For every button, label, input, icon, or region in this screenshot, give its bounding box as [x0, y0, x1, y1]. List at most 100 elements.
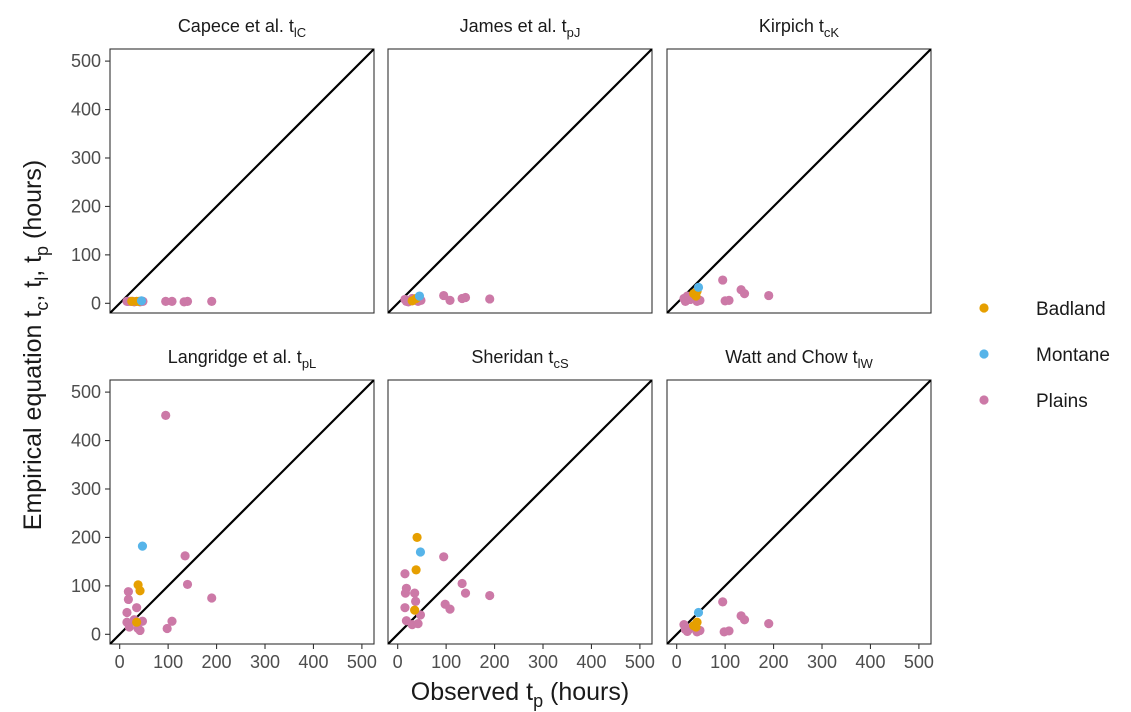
- x-tick-label: 0: [672, 652, 682, 672]
- x-tick-label: 500: [625, 652, 655, 672]
- data-point-plains: [411, 596, 421, 606]
- data-point-plains: [123, 594, 134, 605]
- x-tick-label: 100: [431, 652, 461, 672]
- data-point-montane: [693, 607, 704, 618]
- data-point-plains: [460, 588, 471, 598]
- y-tick-label: 400: [71, 100, 101, 120]
- data-point-badland: [132, 617, 142, 627]
- data-point-plains: [162, 623, 172, 634]
- data-point-plains: [124, 622, 134, 632]
- x-tick-label: 300: [250, 652, 280, 672]
- data-point-plains: [410, 588, 420, 598]
- data-point-plains: [132, 603, 142, 613]
- y-axis-title-subscript: l: [32, 277, 52, 281]
- data-point-plains: [485, 294, 495, 304]
- x-tick-label: 400: [855, 652, 885, 672]
- data-point-plains: [135, 625, 145, 636]
- data-point-plains: [207, 296, 217, 306]
- x-tick-label: 0: [393, 652, 403, 672]
- data-point-plains: [445, 295, 455, 306]
- y-axis-title-text: Empirical equation t: [19, 311, 47, 531]
- data-point-plains: [207, 593, 217, 603]
- y-axis-title-subscript: c: [32, 302, 52, 311]
- y-tick-label: 500: [71, 51, 101, 71]
- data-point-plains: [122, 607, 132, 618]
- y-axis-title: Empirical equation tc, tl, tp (hours): [19, 160, 52, 530]
- panel-title: Langridge et al. tpL: [168, 347, 317, 371]
- one-to-one-line: [110, 49, 374, 313]
- data-point-plains: [460, 292, 471, 303]
- panel: James et al. tpJ: [387, 16, 653, 314]
- panel-title-text: Langridge et al. t: [168, 347, 302, 367]
- data-point-plains: [724, 626, 734, 636]
- panel-title-subscript: lC: [294, 25, 306, 40]
- x-tick-label: 300: [528, 652, 558, 672]
- data-point-plains: [182, 296, 193, 306]
- panel-title: Kirpich tcK: [759, 16, 840, 40]
- data-point-montane: [415, 547, 426, 557]
- y-tick-label: 100: [71, 245, 101, 265]
- data-point-plains: [718, 275, 728, 285]
- x-tick-label: 500: [347, 652, 377, 672]
- y-tick-label: 200: [71, 196, 101, 216]
- data-point-plains: [739, 289, 750, 299]
- panel-title: Sheridan tcS: [471, 347, 569, 371]
- x-axis-title: Observed tp (hours): [411, 678, 629, 711]
- data-point-montane: [693, 282, 704, 292]
- one-to-one-line: [667, 49, 931, 313]
- one-to-one-line: [667, 380, 931, 644]
- data-point-plains: [400, 603, 410, 613]
- x-tick-label: 100: [153, 652, 183, 672]
- panel-title-text: Kirpich t: [759, 16, 824, 36]
- data-point-plains: [439, 552, 449, 562]
- legend-swatch: [979, 349, 989, 359]
- y-axis-title-text: , t: [19, 256, 47, 277]
- data-point-montane: [136, 296, 147, 306]
- panel-title-subscript: pJ: [567, 25, 581, 40]
- data-point-badland: [410, 605, 420, 615]
- y-axis-title-text: (hours): [19, 160, 47, 246]
- one-to-one-line: [388, 49, 652, 313]
- data-point-badland: [412, 532, 422, 543]
- data-point-badland: [692, 617, 702, 627]
- y-tick-label: 100: [71, 576, 101, 596]
- x-tick-label: 500: [904, 652, 934, 672]
- panel: Kirpich tcK: [666, 16, 932, 314]
- panel-title-text: Sheridan t: [471, 347, 553, 367]
- data-point-plains: [724, 295, 734, 306]
- y-axis-title-text: , t: [19, 281, 47, 302]
- x-tick-label: 400: [298, 652, 328, 672]
- x-axis-title-subscript: p: [533, 691, 543, 711]
- y-tick-label: 300: [71, 479, 101, 499]
- data-point-plains: [167, 616, 177, 626]
- panel-title-subscript: cK: [824, 25, 840, 40]
- legend-label: Montane: [1036, 345, 1110, 366]
- panel: Watt and Chow tlW 0 100 200 300 400 500: [666, 347, 934, 672]
- data-point-plains: [180, 551, 190, 561]
- panel: Langridge et al. tpL 0 100 200 300 400 500 0 100…: [71, 347, 377, 672]
- data-point-plains: [764, 619, 774, 629]
- x-tick-label: 200: [480, 652, 510, 672]
- data-point-plains: [457, 578, 467, 589]
- data-point-badland: [135, 586, 145, 596]
- data-point-plains: [167, 296, 177, 306]
- legend-label: Badland: [1036, 299, 1106, 320]
- y-tick-label: 400: [71, 431, 101, 451]
- data-point-plains: [445, 604, 455, 614]
- x-axis-title-tail: (hours): [543, 678, 629, 706]
- panel-title: Watt and Chow tlW: [725, 347, 873, 371]
- x-axis-title-text: Observed t: [411, 678, 533, 706]
- panel: Sheridan tcS 0 100 200 300 400 500: [387, 347, 655, 672]
- panel-title-text: Watt and Chow t: [725, 347, 857, 367]
- y-tick-label: 0: [91, 624, 101, 644]
- legend-label: Plains: [1036, 391, 1088, 412]
- data-point-plains: [182, 579, 193, 590]
- data-point-montane: [414, 291, 425, 301]
- data-point-plains: [739, 615, 750, 625]
- panel-title-subscript: lW: [858, 356, 874, 371]
- panel-title: Capece et al. tlC: [178, 16, 306, 40]
- data-point-plains: [439, 290, 449, 301]
- data-point-plains: [413, 619, 423, 629]
- x-tick-label: 300: [807, 652, 837, 672]
